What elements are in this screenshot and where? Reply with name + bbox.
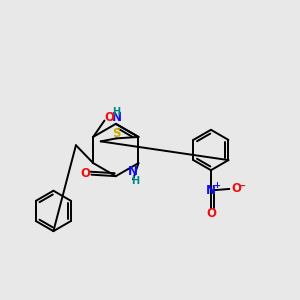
Text: O: O: [231, 182, 241, 195]
Text: O: O: [104, 110, 114, 124]
Text: N: N: [112, 111, 122, 124]
Text: N: N: [128, 166, 138, 178]
Text: H: H: [112, 107, 120, 117]
Text: O: O: [80, 167, 90, 180]
Text: N: N: [206, 184, 216, 196]
Text: S: S: [112, 127, 121, 140]
Text: H: H: [131, 176, 139, 186]
Text: O: O: [206, 207, 216, 220]
Text: −: −: [238, 180, 247, 190]
Text: +: +: [213, 181, 220, 190]
